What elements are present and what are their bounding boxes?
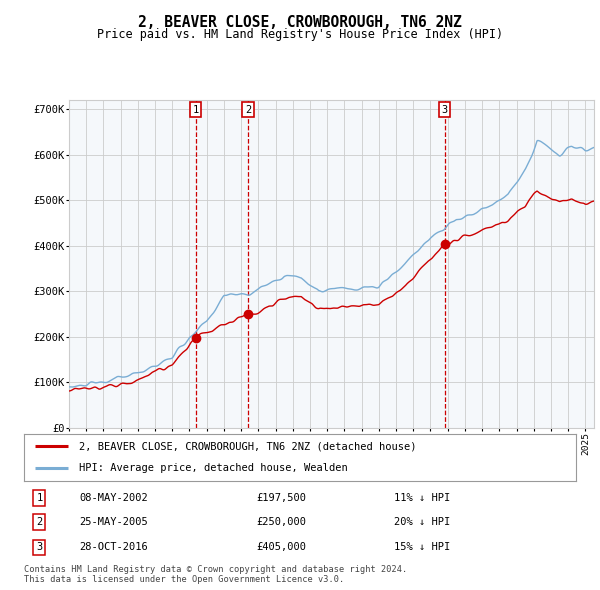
Text: £197,500: £197,500: [256, 493, 306, 503]
Text: £250,000: £250,000: [256, 517, 306, 527]
Text: This data is licensed under the Open Government Licence v3.0.: This data is licensed under the Open Gov…: [24, 575, 344, 584]
Text: 3: 3: [442, 104, 448, 114]
Text: HPI: Average price, detached house, Wealden: HPI: Average price, detached house, Weal…: [79, 463, 348, 473]
Text: Contains HM Land Registry data © Crown copyright and database right 2024.: Contains HM Land Registry data © Crown c…: [24, 565, 407, 573]
Bar: [196, 100, 248, 428]
Bar: [445, 100, 594, 428]
Text: 1: 1: [193, 104, 199, 114]
Text: 2, BEAVER CLOSE, CROWBOROUGH, TN6 2NZ (detached house): 2, BEAVER CLOSE, CROWBOROUGH, TN6 2NZ (d…: [79, 441, 416, 451]
Text: 20% ↓ HPI: 20% ↓ HPI: [394, 517, 450, 527]
Bar: [69, 100, 196, 428]
Text: 15% ↓ HPI: 15% ↓ HPI: [394, 542, 450, 552]
Text: 2, BEAVER CLOSE, CROWBOROUGH, TN6 2NZ: 2, BEAVER CLOSE, CROWBOROUGH, TN6 2NZ: [138, 15, 462, 30]
Text: Price paid vs. HM Land Registry's House Price Index (HPI): Price paid vs. HM Land Registry's House …: [97, 28, 503, 41]
Bar: [248, 100, 445, 428]
Text: 2: 2: [245, 104, 251, 114]
Text: 28-OCT-2016: 28-OCT-2016: [79, 542, 148, 552]
Text: 3: 3: [37, 542, 43, 552]
Text: 11% ↓ HPI: 11% ↓ HPI: [394, 493, 450, 503]
Text: 25-MAY-2005: 25-MAY-2005: [79, 517, 148, 527]
Text: 2: 2: [37, 517, 43, 527]
Text: £405,000: £405,000: [256, 542, 306, 552]
Text: 08-MAY-2002: 08-MAY-2002: [79, 493, 148, 503]
Text: 1: 1: [37, 493, 43, 503]
